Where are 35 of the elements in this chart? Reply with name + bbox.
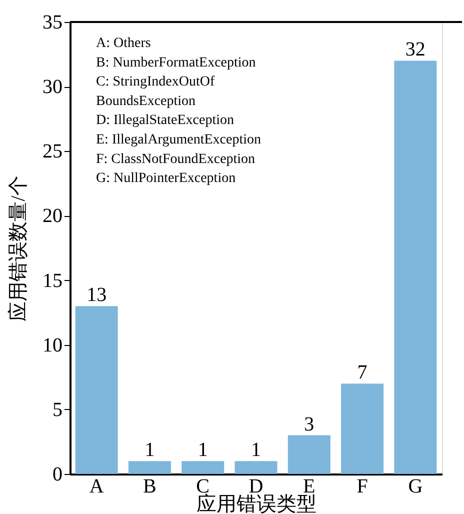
y-tick-label: 15: [42, 270, 62, 292]
x-tick-label: G: [408, 476, 423, 498]
data-label: 1: [144, 439, 155, 462]
y-tick-label: 20: [42, 205, 62, 228]
bar: [234, 461, 278, 474]
data-label: 13: [86, 284, 107, 306]
annotation: B: NumberFormatException: [96, 55, 256, 70]
data-label: 1: [251, 439, 261, 462]
y-tick-label: 10: [42, 334, 62, 356]
data-label: 3: [304, 413, 314, 436]
annotation: D: IllegalStateException: [96, 113, 234, 128]
bar: [75, 306, 118, 474]
y-tick-label: 30: [42, 76, 62, 98]
bar: [341, 384, 384, 474]
bar: [288, 435, 330, 474]
x-tick-label: B: [143, 476, 156, 498]
data-label: 7: [357, 362, 368, 384]
y-tick-label: 5: [52, 398, 62, 421]
annotation: A: Others: [96, 36, 151, 51]
data-label: 1: [198, 439, 208, 462]
bar: [128, 461, 171, 474]
y-axis-title: 应用错误数量/个: [8, 176, 30, 322]
annotation: BoundsException: [96, 94, 196, 109]
annotation: G: NullPointerException: [96, 171, 236, 186]
x-tick-label: A: [89, 476, 104, 498]
bar: [394, 60, 437, 474]
x-tick-label: F: [356, 476, 368, 498]
y-tick-label: 35: [42, 12, 62, 34]
annotation: E: IllegalArgumentException: [96, 132, 261, 148]
annotation: F: ClassNotFoundException: [96, 152, 256, 167]
bar: [182, 461, 224, 474]
data-label: 32: [405, 38, 426, 61]
annotation: C: StringIndexOutOf: [96, 74, 215, 90]
y-tick-label: 0: [52, 464, 62, 486]
y-tick-label: 25: [42, 140, 62, 163]
